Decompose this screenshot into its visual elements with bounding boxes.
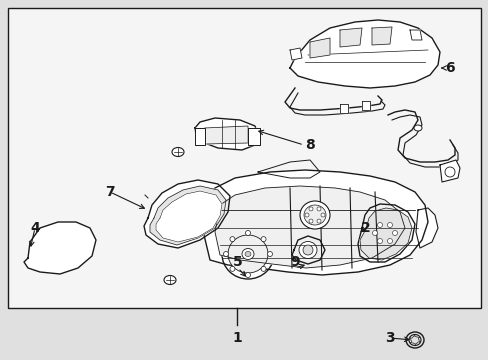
Polygon shape (195, 128, 204, 145)
Ellipse shape (172, 148, 183, 157)
Polygon shape (204, 126, 247, 144)
Polygon shape (339, 28, 361, 47)
Ellipse shape (242, 248, 253, 260)
Ellipse shape (413, 125, 421, 131)
Polygon shape (143, 180, 229, 248)
Ellipse shape (299, 201, 329, 229)
Ellipse shape (163, 275, 176, 284)
Ellipse shape (223, 252, 228, 256)
Text: 8: 8 (305, 138, 314, 152)
Bar (8, 8, 480, 308)
Ellipse shape (386, 222, 392, 228)
Ellipse shape (303, 245, 312, 255)
Polygon shape (156, 191, 222, 242)
Polygon shape (409, 30, 421, 40)
Ellipse shape (405, 332, 423, 348)
Polygon shape (195, 118, 258, 150)
Polygon shape (247, 128, 260, 145)
Ellipse shape (308, 207, 312, 211)
Text: 1: 1 (232, 331, 242, 345)
Polygon shape (357, 204, 414, 262)
Text: 9: 9 (289, 255, 299, 269)
Ellipse shape (261, 266, 265, 271)
Ellipse shape (229, 266, 234, 271)
Ellipse shape (227, 235, 267, 273)
Ellipse shape (408, 334, 420, 346)
Ellipse shape (444, 167, 454, 177)
Polygon shape (359, 208, 411, 260)
Text: 6: 6 (444, 61, 454, 75)
Polygon shape (309, 38, 329, 58)
Ellipse shape (386, 238, 392, 243)
Ellipse shape (245, 273, 250, 278)
Text: 7: 7 (105, 185, 115, 199)
Text: 4: 4 (30, 221, 40, 235)
Ellipse shape (308, 219, 312, 223)
Polygon shape (203, 170, 427, 275)
Ellipse shape (316, 219, 320, 223)
Ellipse shape (304, 205, 325, 225)
Polygon shape (215, 186, 404, 268)
Ellipse shape (392, 230, 397, 235)
Polygon shape (415, 208, 437, 248)
Polygon shape (371, 27, 391, 45)
Ellipse shape (377, 222, 382, 228)
Ellipse shape (222, 229, 273, 279)
Polygon shape (339, 104, 347, 113)
Text: 3: 3 (385, 331, 394, 345)
Ellipse shape (244, 252, 250, 256)
Polygon shape (24, 222, 96, 274)
Polygon shape (439, 160, 459, 182)
Ellipse shape (372, 230, 377, 235)
Ellipse shape (261, 237, 265, 242)
Text: 2: 2 (360, 221, 370, 235)
Ellipse shape (320, 213, 325, 217)
Ellipse shape (245, 230, 250, 235)
Ellipse shape (316, 207, 320, 211)
Ellipse shape (377, 238, 382, 243)
Polygon shape (289, 20, 439, 88)
Ellipse shape (305, 213, 308, 217)
Polygon shape (291, 236, 325, 264)
Ellipse shape (267, 252, 272, 256)
Ellipse shape (229, 237, 234, 242)
Polygon shape (361, 101, 369, 110)
Polygon shape (150, 186, 225, 245)
Text: 5: 5 (233, 255, 243, 269)
Polygon shape (289, 48, 302, 60)
Ellipse shape (298, 242, 316, 258)
